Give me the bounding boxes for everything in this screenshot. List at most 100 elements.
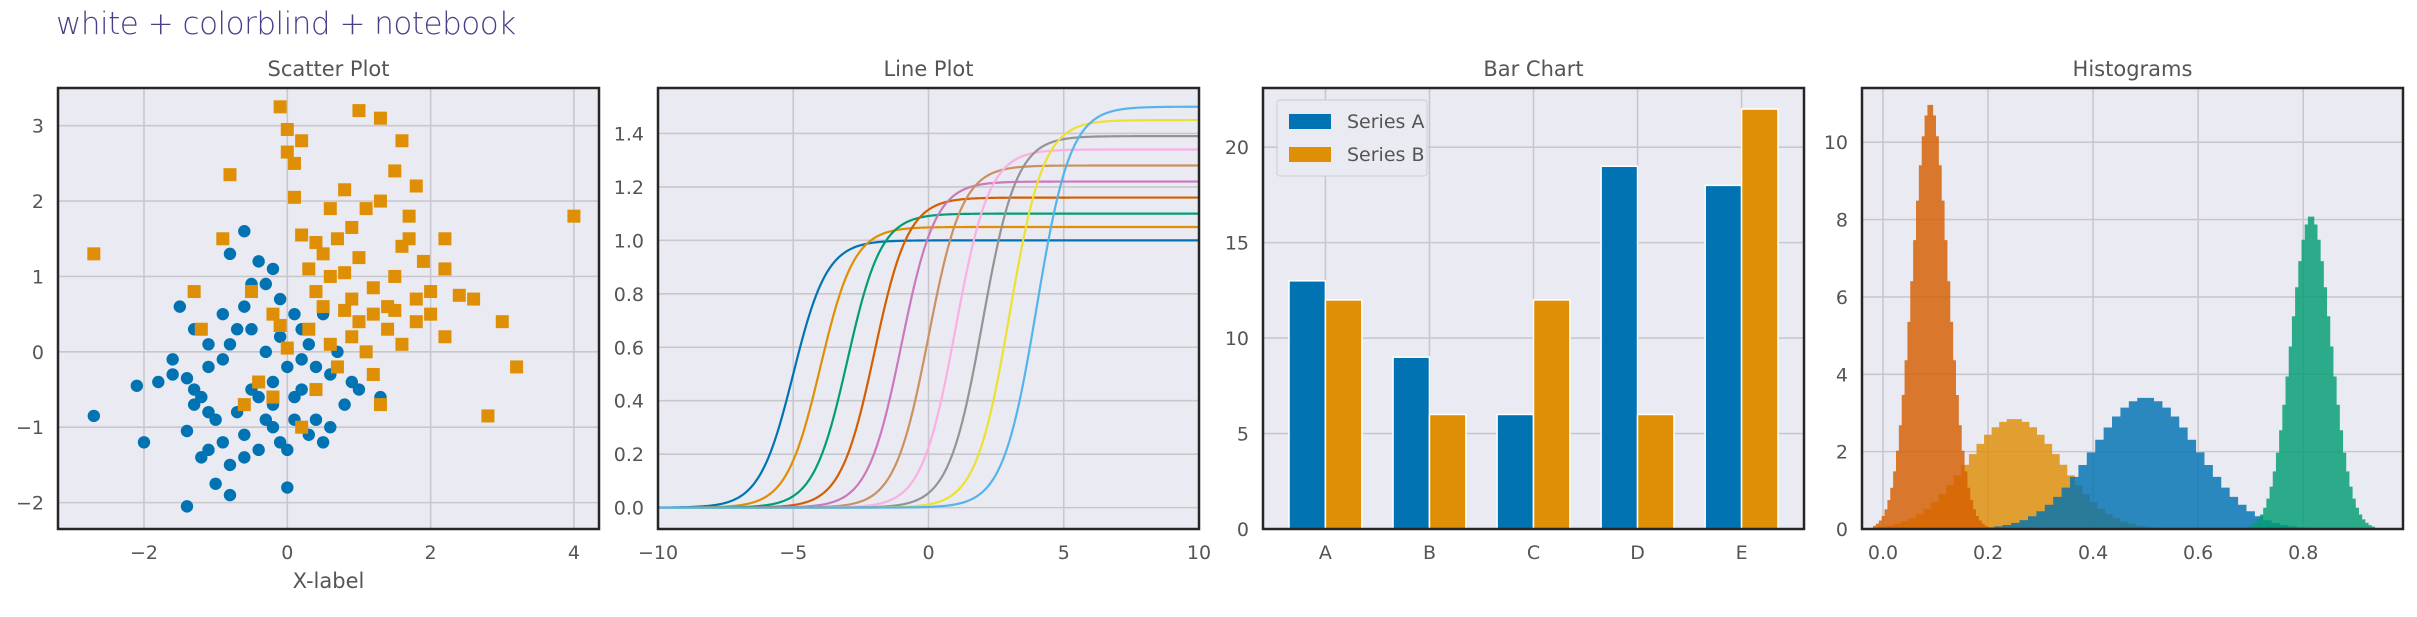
scatter-point xyxy=(252,255,265,268)
scatter-point xyxy=(481,409,495,423)
scatter-point xyxy=(338,266,352,280)
scatter-point xyxy=(152,375,165,389)
scatter-point xyxy=(345,330,359,344)
scatter-point xyxy=(373,194,387,208)
scatter-point xyxy=(223,488,237,502)
scatter-point xyxy=(402,232,416,246)
y-tick-label: 8 xyxy=(1836,210,1848,232)
scatter-point xyxy=(345,220,359,234)
scatter-point xyxy=(238,300,251,313)
y-tick-label: 1 xyxy=(32,266,44,288)
scatter-point xyxy=(338,183,352,197)
x-tick-label: 0.8 xyxy=(2288,542,2318,564)
scatter-point xyxy=(223,458,237,472)
scatter-point xyxy=(223,168,237,182)
scatter-point xyxy=(259,277,273,291)
y-tick-label: 0.0 xyxy=(614,498,644,520)
scatter-point xyxy=(302,322,316,336)
scatter-point xyxy=(287,190,301,204)
scatter-point xyxy=(137,436,151,449)
legend-swatch xyxy=(1289,114,1331,129)
scatter-point xyxy=(309,285,323,299)
subplot-1: Scatter Plot −2 0 2 4 −2 −1 0 1 2 3 X-label xyxy=(16,57,601,593)
x-tick-label: E xyxy=(1736,542,1748,564)
scatter-point xyxy=(244,285,258,299)
bar xyxy=(1428,413,1467,530)
scatter-point xyxy=(180,424,194,438)
scatter-point xyxy=(309,413,323,426)
legend-swatch xyxy=(1289,147,1331,162)
scatter-point xyxy=(302,338,315,351)
x-tick-label: 4 xyxy=(568,542,580,564)
scatter-point xyxy=(223,247,237,261)
scatter-point xyxy=(273,292,287,306)
scatter-point xyxy=(295,353,308,366)
scatter-point xyxy=(238,225,251,238)
scatter-point xyxy=(495,315,509,329)
scatter-point xyxy=(359,345,373,359)
scatter-point xyxy=(202,338,215,351)
scatter-point xyxy=(166,368,179,381)
scatter-point xyxy=(395,337,409,351)
bar xyxy=(1392,356,1431,530)
scatter-point xyxy=(223,338,237,351)
scatter-point xyxy=(373,398,387,412)
scatter-point xyxy=(280,122,294,136)
scatter-point xyxy=(467,292,481,306)
scatter-point xyxy=(180,500,194,513)
scatter-point xyxy=(438,262,452,276)
x-tick-label: 0.2 xyxy=(1973,542,2003,564)
bar xyxy=(1704,184,1743,530)
scatter-point xyxy=(359,202,373,216)
scatter-point xyxy=(452,288,466,302)
scatter-point xyxy=(202,360,215,374)
scatter-point xyxy=(309,383,323,397)
scatter-point xyxy=(266,421,280,434)
scatter-point xyxy=(273,318,287,332)
scatter-point xyxy=(352,251,366,265)
scatter-point xyxy=(259,345,273,359)
scatter-point xyxy=(295,228,309,242)
subplot-title: Scatter Plot xyxy=(267,57,389,81)
y-tick-label: 20 xyxy=(1225,137,1249,159)
subplot-3: Bar Chart A B C D E 0 5 10 15 20 Series A Series B xyxy=(1225,57,1806,564)
histogram xyxy=(2247,216,2375,529)
axes-frame xyxy=(1261,86,1806,531)
scatter-point xyxy=(266,262,280,276)
y-tick-label: 15 xyxy=(1225,233,1249,255)
y-tick-label: 0.6 xyxy=(614,337,644,359)
scatter-point xyxy=(187,285,201,299)
scatter-point xyxy=(409,179,423,193)
y-tick-label: 0.2 xyxy=(614,444,644,466)
x-tick-label: 5 xyxy=(1058,542,1070,564)
scatter-point xyxy=(366,281,380,295)
y-tick-label: 2 xyxy=(1836,442,1848,464)
scatter-point xyxy=(345,292,359,306)
scatter-point xyxy=(173,300,187,313)
scatter-point xyxy=(209,477,222,490)
axes-frame xyxy=(656,86,1201,531)
scatter-point xyxy=(352,315,366,329)
scatter-point xyxy=(352,383,366,396)
subplot-title: Line Plot xyxy=(883,57,973,81)
scatter-point xyxy=(288,390,301,404)
x-tick-label: C xyxy=(1527,542,1540,564)
x-tick-label: 0.6 xyxy=(2183,542,2213,564)
scatter-point xyxy=(388,164,402,178)
scatter-point xyxy=(237,398,251,412)
x-tick-label: A xyxy=(1319,542,1332,564)
line-series xyxy=(658,105,1199,509)
line-series xyxy=(657,239,1199,509)
x-tick-label: B xyxy=(1423,542,1436,564)
scatter-point xyxy=(366,367,380,381)
y-tick-label: 3 xyxy=(32,116,44,138)
scatter-point xyxy=(281,443,294,457)
scatter-point xyxy=(352,104,366,118)
bar xyxy=(1600,165,1639,530)
y-tick-label: 0 xyxy=(1836,519,1848,541)
y-tick-label: 0.4 xyxy=(614,391,644,413)
bar xyxy=(1740,108,1779,530)
scatter-point xyxy=(324,421,337,434)
scatter-point xyxy=(202,443,215,457)
scatter-point xyxy=(273,330,287,343)
